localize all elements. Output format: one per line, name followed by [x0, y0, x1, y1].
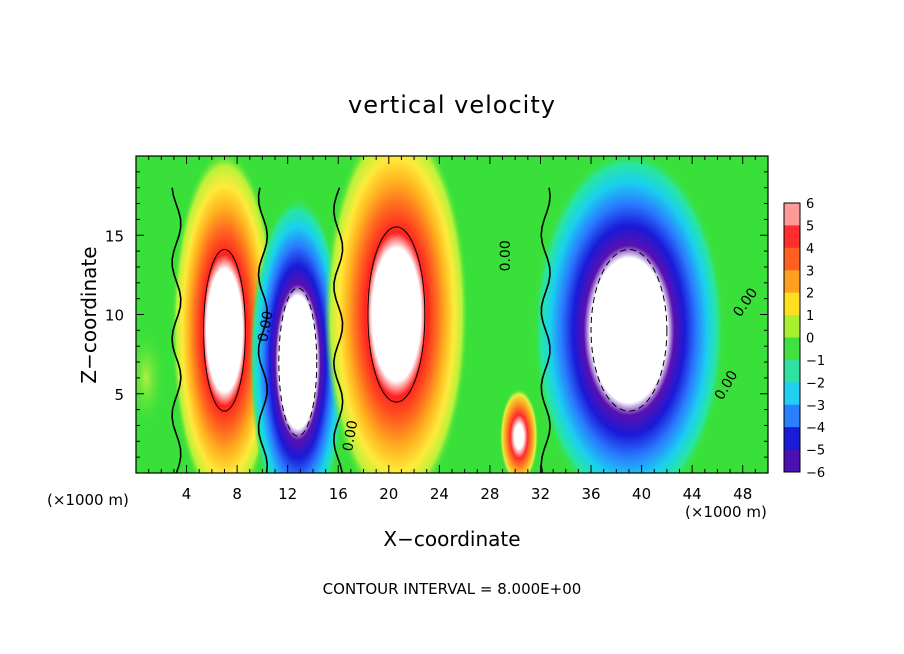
colorbar-band [784, 203, 800, 226]
colorbar-tick-label: 3 [806, 264, 814, 279]
contour-label: 0.00 [255, 310, 276, 343]
inner-contour-2 [203, 249, 246, 412]
colorbar-tick-label: 5 [806, 219, 814, 234]
colorbar-band [784, 382, 800, 406]
colorbar-band [784, 247, 800, 271]
y-axis-label: Z−coordinate [77, 246, 101, 383]
velocity-cell-1 [136, 326, 166, 430]
inner-contour-4 [367, 226, 426, 403]
x-tick-label: 20 [379, 485, 398, 503]
x-tick-label: 12 [278, 485, 297, 503]
colorbar-band [784, 404, 800, 428]
plot-area: 0.000.000.000.000.00 4 8 12 16 20 24 28 32 36 40 4… [105, 155, 769, 503]
x-tick-label: 8 [232, 485, 242, 503]
colorbar-tick-label: −1 [806, 354, 825, 369]
colorbar-tick-label: 2 [806, 287, 814, 302]
x-tick-label: 16 [329, 485, 348, 503]
y-tick-label: 15 [105, 227, 124, 245]
colorbar-band [784, 449, 800, 473]
x-axis-label: X−coordinate [383, 527, 520, 551]
colorbar-band [784, 359, 800, 383]
x-tick-label: 28 [480, 485, 499, 503]
colorbar-tick-label: −2 [806, 376, 825, 391]
contour-label: 0.00 [340, 419, 361, 452]
zero-contours [171, 187, 668, 473]
x-axis: 4 8 12 16 20 24 28 32 36 40 44 48 [148, 156, 756, 503]
x-tick-label: 4 [182, 485, 192, 503]
chart-title: vertical velocity [348, 91, 556, 119]
colorbar-tick-label: −3 [806, 399, 825, 414]
x-tick-label: 24 [430, 485, 449, 503]
zero-contour-3 [332, 187, 344, 473]
velocity-cell-5 [499, 388, 539, 473]
zero-contour-5 [540, 187, 551, 473]
colorbar-tick-label: −4 [806, 421, 825, 436]
inner-contour-6 [590, 249, 668, 412]
contour-interval-note: CONTOUR INTERVAL = 8.000E+00 [323, 580, 582, 598]
colorbar-tick-label: 1 [806, 309, 814, 324]
colorbar-tick-label: 6 [806, 197, 814, 212]
x-unit-right: (×1000 m) [685, 503, 767, 521]
colorbar-band [784, 270, 800, 294]
x-tick-label: 32 [531, 485, 550, 503]
contour-label: 0.00 [498, 240, 514, 271]
colorbar-band [784, 225, 800, 249]
colorbar-band [784, 427, 800, 451]
x-tick-label: 48 [733, 485, 752, 503]
colorbar-frame [783, 202, 801, 473]
colorbar-band [784, 292, 800, 316]
y-tick-label: 10 [105, 307, 124, 325]
inner-contour-3 [278, 287, 318, 437]
velocity-cell-4 [324, 156, 469, 473]
x-tick-label: 36 [581, 485, 600, 503]
colorbar-tick-label: −6 [806, 466, 825, 481]
y-axis: 5 10 15 [105, 171, 768, 458]
velocity-field [136, 156, 725, 473]
velocity-cell-6 [532, 156, 725, 473]
zero-contour-2 [257, 187, 269, 473]
x-tick-label: 44 [683, 485, 702, 503]
x-tick-label: 40 [632, 485, 651, 503]
y-tick-label: 5 [114, 386, 124, 404]
x-unit-left: (×1000 m) [47, 491, 129, 509]
colorbar-tick-label: 4 [806, 242, 814, 257]
colorbar: 6 5 4 3 2 1 0 −1 −2 −3 −4 −5 −6 [783, 197, 825, 481]
colorbar-tick-label: −5 [806, 444, 825, 459]
colorbar-band [784, 315, 800, 338]
velocity-cell-3 [249, 196, 346, 473]
colorbar-tick-label: 0 [806, 332, 814, 347]
zero-contour-1 [171, 187, 182, 473]
colorbar-band [784, 337, 800, 361]
